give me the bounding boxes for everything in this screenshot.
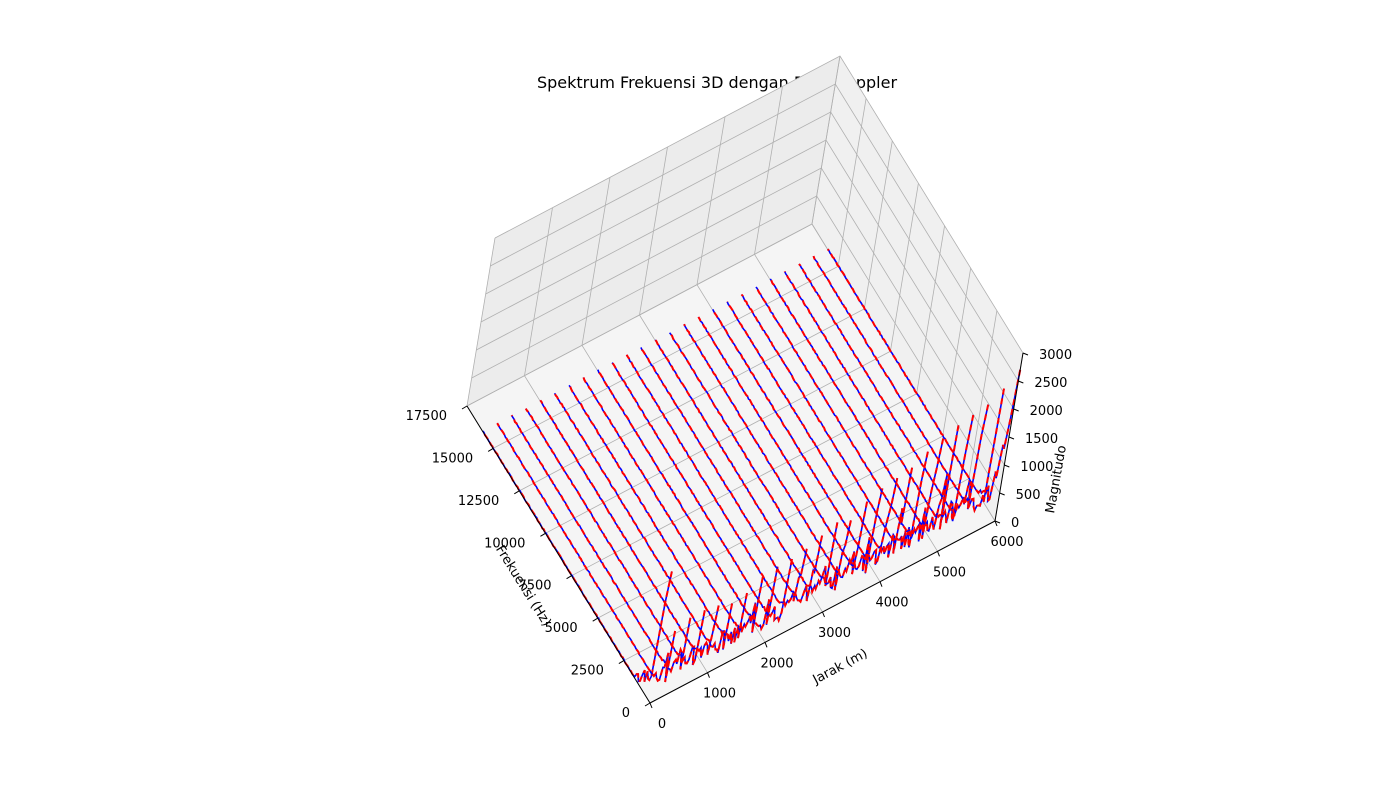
z-tick-label: 1000 — [1020, 460, 1053, 475]
z-tick-label: 1500 — [1025, 432, 1058, 447]
spectrum-line-red-dashed — [740, 293, 929, 550]
x-tick-mark — [461, 405, 468, 410]
spectrum-line-red-dashed — [697, 316, 884, 574]
spectrum-line-red-dashed — [510, 414, 692, 674]
z-tick-mark — [1008, 436, 1015, 440]
x-tick-label: 12500 — [458, 494, 499, 509]
spectrum-line-red-dashed — [639, 346, 824, 604]
spectrum-line-red-dashed — [625, 354, 808, 609]
spectrum-line-red-dashed — [582, 377, 764, 633]
series-lines — [482, 248, 1022, 683]
z-tick-mark — [994, 520, 1001, 524]
grid-line-z — [490, 83, 1019, 382]
x-tick-label: 15000 — [432, 451, 473, 466]
x-tick-mark — [514, 490, 520, 495]
spectrum-line-red-dashed — [769, 278, 960, 533]
x-tick-mark — [566, 575, 572, 580]
y-tick-label: 0 — [658, 717, 666, 732]
y-tick-label: 5000 — [933, 565, 966, 580]
y-tick-mark — [937, 551, 940, 557]
z-tick-mark — [999, 492, 1005, 496]
y-axis-label: Jarak (m) — [810, 646, 871, 688]
z-axis-label: Magnitudo — [1043, 444, 1070, 514]
y-tick-mark — [822, 611, 825, 618]
spectrum-line-red-dashed — [711, 308, 899, 566]
spectrum-line-red-dashed — [611, 362, 793, 624]
grid-line-z — [494, 55, 1024, 354]
spectrum-line-red-dashed — [568, 384, 748, 645]
x-tick-mark — [592, 617, 598, 622]
axis-lines — [461, 352, 1029, 709]
y-tick-mark — [879, 581, 883, 587]
grid-line-z — [485, 111, 1015, 410]
x-axis-line — [466, 405, 651, 704]
z-tick-label: 3000 — [1039, 348, 1072, 363]
spectrum-line-red-dashed — [596, 369, 779, 632]
z-tick-label: 2500 — [1034, 376, 1067, 391]
spectrum-line-red-dashed — [482, 430, 673, 683]
spectrum-line-red-dashed — [826, 248, 1022, 504]
spectrum-line-red-dashed — [755, 286, 945, 542]
x-tick-label: 7500 — [518, 579, 551, 594]
y-tick-mark — [764, 642, 768, 648]
grid-line-z — [480, 139, 1010, 438]
spectrum-line-red-dashed — [668, 332, 852, 591]
spectrum-line-red-dashed — [654, 339, 839, 596]
spectrum-line-red-dashed — [812, 255, 1005, 514]
spectrum-line-red-dashed — [496, 422, 677, 683]
x-tick-label: 5000 — [545, 621, 578, 636]
grid-line-z — [471, 195, 1001, 494]
y-tick-label: 3000 — [818, 626, 851, 641]
z-tick-label: 0 — [1011, 516, 1019, 531]
tick-labels: 0250050007500100001250015000175000100020… — [406, 348, 1072, 732]
y-tick-label: 6000 — [990, 535, 1023, 550]
spectrum-line-red-dashed — [783, 270, 975, 524]
x-tick-mark — [644, 702, 651, 707]
x-tick-label: 10000 — [484, 536, 525, 551]
x-tick-mark — [540, 532, 546, 537]
spectrum-line-red-dashed — [553, 392, 734, 654]
spectrum-line-red-dashed — [539, 399, 720, 658]
z-tick-mark — [1013, 408, 1019, 412]
y-tick-mark — [649, 702, 653, 709]
grid-line-z — [476, 167, 1005, 466]
x-tick-mark — [487, 447, 494, 452]
y-tick-mark — [994, 520, 998, 527]
z-tick-label: 2000 — [1030, 404, 1063, 419]
spectrum-line-red-dashed — [683, 323, 869, 579]
x-tick-mark — [618, 660, 625, 665]
z-tick-label: 500 — [1016, 488, 1041, 503]
x-tick-label: 17500 — [406, 409, 447, 424]
y-tick-mark — [707, 672, 710, 678]
z-tick-mark — [1022, 352, 1029, 356]
z-tick-mark — [1018, 380, 1024, 384]
z-tick-mark — [1004, 464, 1010, 468]
x-tick-label: 0 — [622, 706, 630, 721]
spectrum-line-red-dashed — [524, 408, 706, 666]
spectrum-line-red-dashed — [726, 301, 914, 558]
y-tick-label: 1000 — [703, 687, 736, 702]
spectrum-line-red-dashed — [798, 263, 990, 517]
y-tick-label: 2000 — [760, 656, 793, 671]
y-tick-label: 4000 — [875, 596, 908, 611]
x-tick-label: 2500 — [571, 664, 604, 679]
